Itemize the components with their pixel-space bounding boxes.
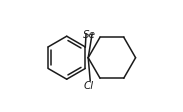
Text: Cl: Cl — [84, 80, 94, 90]
Text: Se: Se — [83, 30, 96, 40]
